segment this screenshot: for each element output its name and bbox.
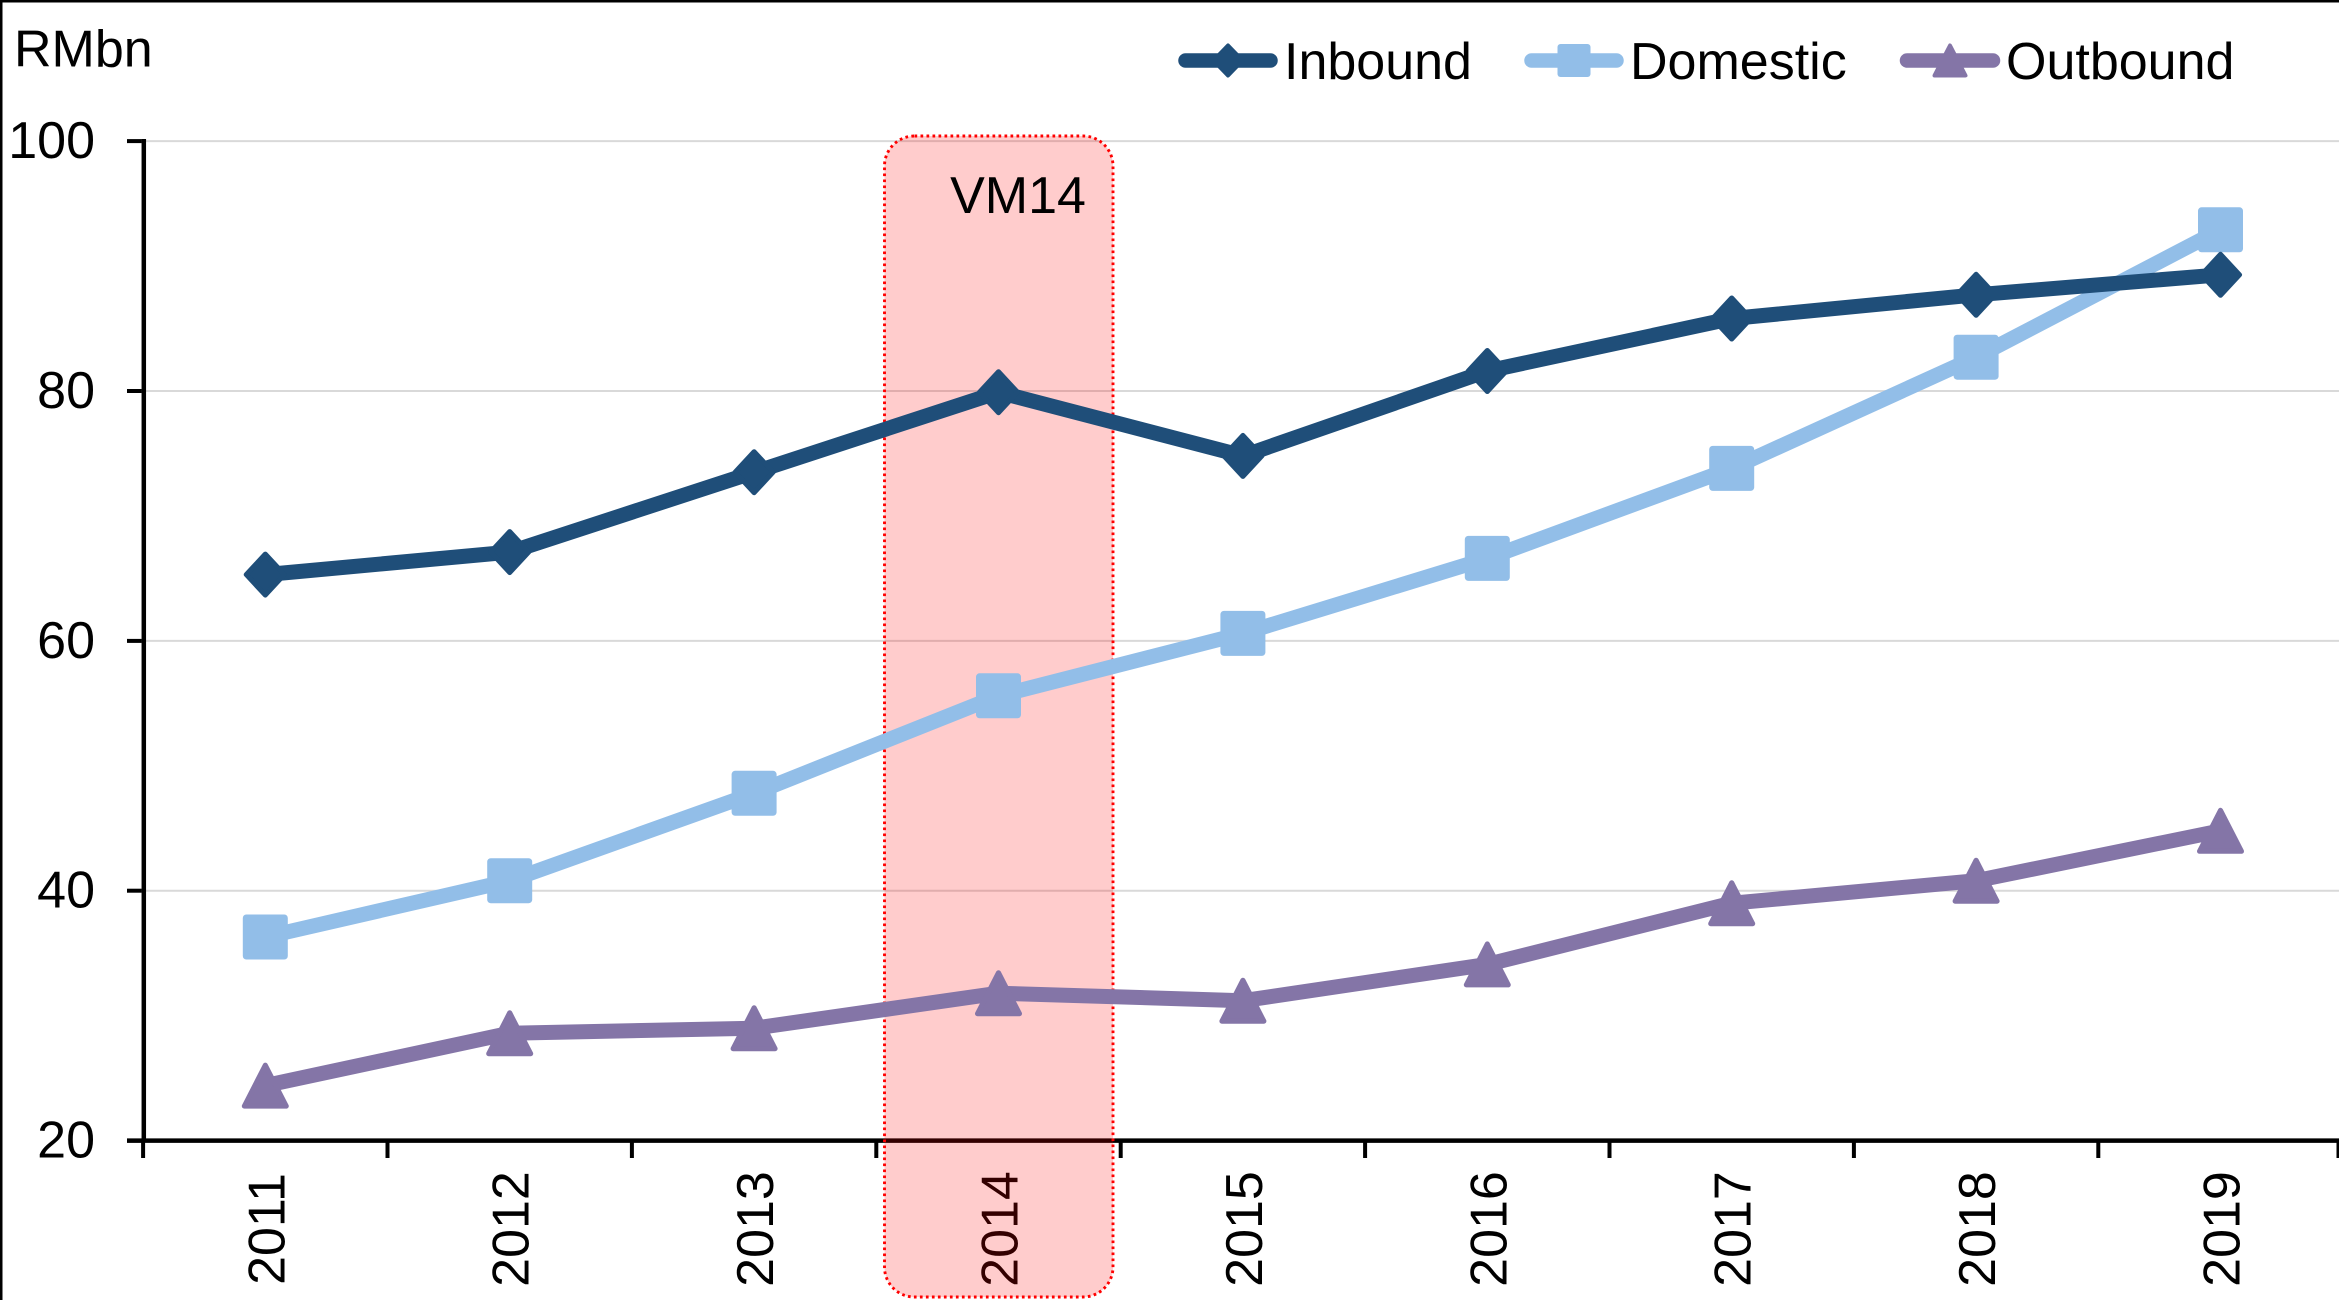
svg-text:VM14: VM14: [950, 167, 1086, 225]
svg-text:2017: 2017: [1705, 1171, 1763, 1287]
svg-text:2014: 2014: [972, 1171, 1030, 1287]
svg-text:2016: 2016: [1460, 1171, 1518, 1287]
svg-text:100: 100: [8, 112, 95, 170]
svg-text:Domestic: Domestic: [1630, 33, 1847, 91]
svg-text:2011: 2011: [238, 1173, 296, 1285]
svg-text:2018: 2018: [1949, 1171, 2007, 1287]
svg-text:2019: 2019: [2194, 1171, 2252, 1287]
svg-text:Inbound: Inbound: [1284, 33, 1472, 91]
svg-text:40: 40: [37, 862, 95, 920]
svg-text:Outbound: Outbound: [2006, 33, 2234, 91]
svg-text:60: 60: [37, 612, 95, 670]
svg-text:20: 20: [37, 1112, 95, 1170]
svg-text:2015: 2015: [1216, 1171, 1274, 1287]
svg-text:RMbn: RMbn: [14, 21, 153, 79]
svg-text:2012: 2012: [483, 1171, 541, 1287]
svg-text:2013: 2013: [727, 1171, 785, 1287]
svg-text:80: 80: [37, 362, 95, 420]
